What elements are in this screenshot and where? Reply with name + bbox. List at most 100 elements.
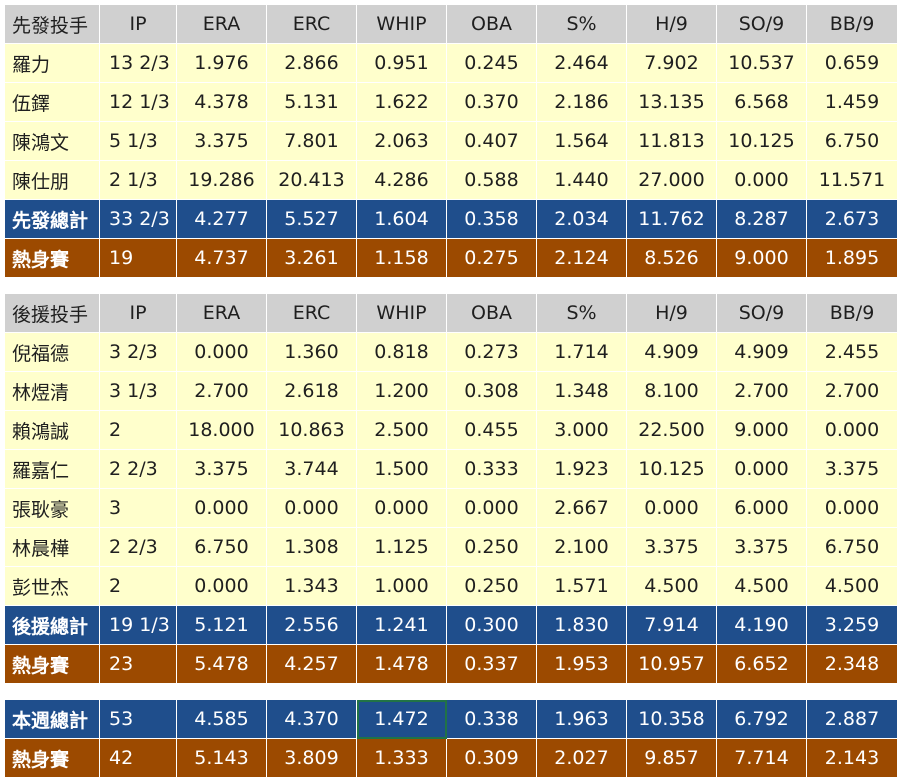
stat-cell[interactable]: 42 xyxy=(99,738,177,778)
stat-cell[interactable]: 2.464 xyxy=(536,43,627,83)
row-label-cell[interactable]: 賴鴻誠 xyxy=(4,410,100,450)
stat-cell[interactable]: 0.338 xyxy=(446,699,537,739)
stat-cell[interactable]: 0.407 xyxy=(446,121,537,161)
stat-cell[interactable]: 3.375 xyxy=(626,527,717,567)
stat-cell[interactable]: 1.000 xyxy=(356,566,447,606)
stat-cell[interactable]: 3.259 xyxy=(806,605,898,645)
stat-cell[interactable]: 1.200 xyxy=(356,371,447,411)
stat-cell[interactable]: 12 1/3 xyxy=(99,82,177,122)
row-label-cell[interactable]: 先發總計 xyxy=(4,199,100,239)
stat-cell[interactable]: 2 xyxy=(99,410,177,450)
stat-cell[interactable]: 2 2/3 xyxy=(99,527,177,567)
stat-cell[interactable]: 0.333 xyxy=(446,449,537,489)
stat-cell[interactable]: 3.809 xyxy=(266,738,357,778)
stat-cell[interactable]: 1.564 xyxy=(536,121,627,161)
stat-cell[interactable]: 1.953 xyxy=(536,644,627,684)
stat-cell[interactable]: 19 xyxy=(99,238,177,278)
stat-cell[interactable]: 13 2/3 xyxy=(99,43,177,83)
stat-cell[interactable]: 3 2/3 xyxy=(99,332,177,372)
row-label-cell[interactable]: 羅嘉仁 xyxy=(4,449,100,489)
stat-cell[interactable]: 11.762 xyxy=(626,199,717,239)
stat-cell[interactable]: 2.700 xyxy=(806,371,898,411)
stat-cell[interactable]: 11.813 xyxy=(626,121,717,161)
stat-cell[interactable]: 1.241 xyxy=(356,605,447,645)
stat-cell[interactable]: 0.250 xyxy=(446,566,537,606)
stat-cell[interactable]: 13.135 xyxy=(626,82,717,122)
stat-cell[interactable]: 3.000 xyxy=(536,410,627,450)
stat-cell[interactable]: 5.527 xyxy=(266,199,357,239)
stat-cell[interactable]: 0.000 xyxy=(806,488,898,528)
stat-cell[interactable]: 22.500 xyxy=(626,410,717,450)
stat-cell[interactable]: 0.000 xyxy=(716,449,807,489)
stat-cell[interactable]: 0.659 xyxy=(806,43,898,83)
stat-cell[interactable]: 1.604 xyxy=(356,199,447,239)
stat-cell[interactable]: 1.622 xyxy=(356,82,447,122)
row-label-cell[interactable]: 熱身賽 xyxy=(4,644,100,684)
stat-cell[interactable]: 2.124 xyxy=(536,238,627,278)
column-header[interactable]: IP xyxy=(99,4,177,44)
row-label-cell[interactable]: 後援總計 xyxy=(4,605,100,645)
row-label-cell[interactable]: 張耿豪 xyxy=(4,488,100,528)
stat-cell[interactable]: 0.337 xyxy=(446,644,537,684)
stat-cell[interactable]: 5.121 xyxy=(176,605,267,645)
section-header[interactable]: 先發投手 xyxy=(4,4,100,44)
stat-cell[interactable]: 4.257 xyxy=(266,644,357,684)
stat-cell[interactable]: 2.618 xyxy=(266,371,357,411)
stat-cell[interactable]: 5 1/3 xyxy=(99,121,177,161)
column-header[interactable]: IP xyxy=(99,293,177,333)
row-label-cell[interactable]: 陳仕朋 xyxy=(4,160,100,200)
stat-cell[interactable]: 2 xyxy=(99,566,177,606)
stat-cell[interactable]: 4.737 xyxy=(176,238,267,278)
stat-cell[interactable]: 3 1/3 xyxy=(99,371,177,411)
stat-cell[interactable]: 6.750 xyxy=(806,121,898,161)
stat-cell[interactable]: 19.286 xyxy=(176,160,267,200)
stat-cell[interactable]: 2.673 xyxy=(806,199,898,239)
stat-cell[interactable]: 18.000 xyxy=(176,410,267,450)
stat-cell[interactable]: 4.500 xyxy=(716,566,807,606)
stat-cell[interactable]: 2.700 xyxy=(716,371,807,411)
stat-cell[interactable]: 1.440 xyxy=(536,160,627,200)
stat-cell[interactable]: 3.261 xyxy=(266,238,357,278)
row-label-cell[interactable]: 倪福德 xyxy=(4,332,100,372)
stat-cell[interactable]: 1.923 xyxy=(536,449,627,489)
stat-cell[interactable]: 3.375 xyxy=(176,449,267,489)
stat-cell[interactable]: 11.571 xyxy=(806,160,898,200)
stat-cell[interactable]: 1.714 xyxy=(536,332,627,372)
column-header[interactable]: WHIP xyxy=(356,293,447,333)
stat-cell[interactable]: 0.000 xyxy=(356,488,447,528)
stat-cell[interactable]: 3 xyxy=(99,488,177,528)
stat-cell[interactable]: 0.000 xyxy=(176,566,267,606)
stat-cell[interactable]: 6.750 xyxy=(176,527,267,567)
stat-cell[interactable]: 2.143 xyxy=(806,738,898,778)
stat-cell[interactable]: 2.455 xyxy=(806,332,898,372)
stat-cell[interactable]: 2.034 xyxy=(536,199,627,239)
stat-cell[interactable]: 1.895 xyxy=(806,238,898,278)
stat-cell[interactable]: 27.000 xyxy=(626,160,717,200)
stat-cell[interactable]: 1.830 xyxy=(536,605,627,645)
stat-cell[interactable]: 2.700 xyxy=(176,371,267,411)
row-label-cell[interactable]: 熱身賽 xyxy=(4,238,100,278)
stat-cell[interactable]: 1.459 xyxy=(806,82,898,122)
stat-cell[interactable]: 9.000 xyxy=(716,410,807,450)
stat-cell[interactable]: 4.909 xyxy=(716,332,807,372)
row-label-cell[interactable]: 熱身賽 xyxy=(4,738,100,778)
stat-cell[interactable]: 33 2/3 xyxy=(99,199,177,239)
stat-cell[interactable]: 10.125 xyxy=(716,121,807,161)
stat-cell[interactable]: 10.957 xyxy=(626,644,717,684)
stat-cell[interactable]: 8.526 xyxy=(626,238,717,278)
stat-cell[interactable]: 2.063 xyxy=(356,121,447,161)
stat-cell[interactable]: 0.951 xyxy=(356,43,447,83)
stat-cell[interactable]: 1.963 xyxy=(536,699,627,739)
stat-cell[interactable]: 0.455 xyxy=(446,410,537,450)
stat-cell[interactable]: 2 1/3 xyxy=(99,160,177,200)
column-header[interactable]: ERA xyxy=(176,4,267,44)
stat-cell[interactable]: 7.801 xyxy=(266,121,357,161)
column-header[interactable]: SO/9 xyxy=(716,4,807,44)
stat-cell[interactable]: 0.309 xyxy=(446,738,537,778)
column-header[interactable]: BB/9 xyxy=(806,4,898,44)
stat-cell[interactable]: 4.500 xyxy=(806,566,898,606)
stat-cell[interactable]: 10.863 xyxy=(266,410,357,450)
stat-cell[interactable]: 1.158 xyxy=(356,238,447,278)
stat-cell[interactable]: 7.714 xyxy=(716,738,807,778)
stat-cell[interactable]: 4.286 xyxy=(356,160,447,200)
